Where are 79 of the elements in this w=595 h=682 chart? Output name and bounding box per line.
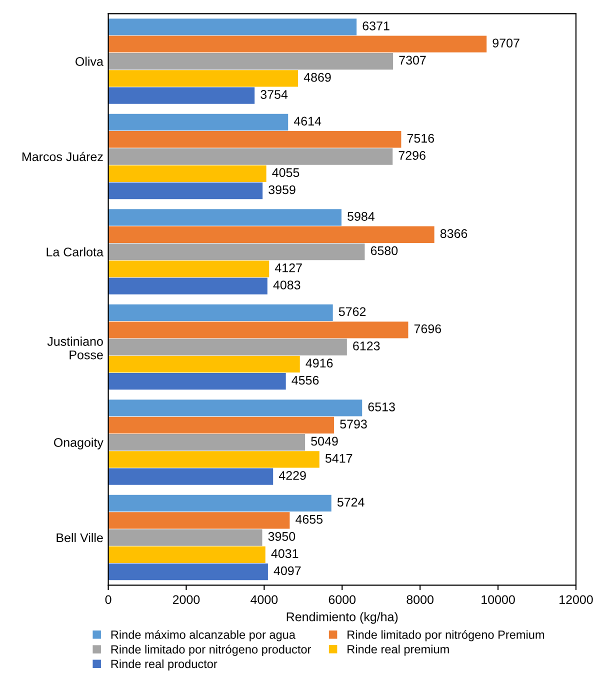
data-label: 7516 — [407, 134, 434, 143]
bar — [108, 52, 394, 70]
data-label: 4127 — [274, 263, 302, 272]
data-label: 4083 — [273, 280, 300, 290]
data-label: 4556 — [292, 376, 319, 385]
data-label: 9707 — [492, 38, 520, 48]
bar — [108, 338, 347, 356]
data-label: 5762 — [338, 307, 366, 316]
y-tick-label: Onagoity — [54, 438, 104, 450]
x-axis-title: Rendimiento (kg/ha) — [286, 612, 398, 624]
bar — [108, 114, 288, 131]
data-label: 6580 — [370, 246, 398, 256]
x-tick-label: 8000 — [406, 595, 434, 604]
data-label: 4869 — [304, 72, 331, 82]
bar — [108, 434, 306, 451]
y-tick-label: Marcos Juárez — [22, 152, 103, 162]
data-label: 6371 — [362, 21, 390, 30]
x-tick-label: 10000 — [482, 595, 515, 604]
bar — [108, 243, 365, 260]
x-tick-label: 2000 — [172, 595, 200, 604]
x-tick-label: 6000 — [328, 595, 356, 604]
bar — [108, 278, 268, 294]
bar — [108, 226, 434, 243]
data-label: 5793 — [340, 420, 367, 428]
data-label: 4916 — [306, 358, 333, 368]
bar — [108, 451, 320, 468]
bar — [108, 148, 393, 165]
legend-label: Rinde real productor — [111, 659, 218, 670]
bar — [108, 18, 357, 36]
bar — [108, 529, 262, 546]
data-label: 6513 — [368, 402, 395, 412]
data-label: 4229 — [278, 471, 306, 480]
data-label: 5724 — [337, 498, 364, 507]
bar — [108, 182, 263, 200]
data-label: 4097 — [274, 566, 301, 576]
data-label: 7696 — [414, 324, 442, 334]
bar — [108, 260, 270, 278]
legend-label: Rinde real premium — [348, 644, 449, 656]
data-label: 5049 — [311, 436, 338, 446]
data-label: 3950 — [268, 532, 296, 541]
data-label: 6123 — [353, 342, 380, 350]
bar — [108, 131, 402, 148]
legend-label: Rinde máximo alcanzable por agua — [111, 630, 296, 642]
data-label: 5984 — [348, 212, 374, 221]
bar — [108, 165, 266, 182]
data-label: 3959 — [268, 185, 296, 194]
x-tick-label: 0 — [105, 595, 112, 604]
x-tick-label: 12000 — [560, 595, 593, 604]
y-tick-label: Oliva — [76, 56, 104, 66]
data-label: 5417 — [325, 454, 352, 463]
data-label: 4614 — [294, 116, 322, 126]
data-label: 8366 — [440, 229, 468, 238]
data-label: 7307 — [399, 56, 426, 65]
bar — [108, 70, 298, 87]
data-label: 7296 — [398, 151, 426, 160]
bar — [108, 209, 342, 226]
y-tick-label: Justiniano Posse — [47, 336, 103, 360]
legend-label: Rinde limitado por nitrógeno Premium — [348, 630, 544, 642]
bar — [108, 564, 268, 580]
data-label: 4031 — [271, 549, 298, 558]
y-tick-label: Bell Ville — [56, 533, 103, 542]
x-tick-label: 4000 — [250, 595, 278, 604]
bar — [108, 416, 334, 434]
data-label: 3754 — [260, 90, 288, 99]
bar — [108, 373, 286, 390]
bar — [108, 36, 487, 52]
bar — [108, 546, 266, 563]
bar — [108, 400, 362, 416]
data-label: 4055 — [272, 168, 300, 178]
bar — [108, 322, 408, 338]
bar — [108, 494, 332, 512]
bar — [108, 468, 274, 485]
bar — [108, 87, 255, 104]
y-tick-label: La Carlota — [46, 247, 104, 256]
bar — [108, 512, 290, 529]
legend-label: Rinde limitado por nitrógeno productor — [111, 644, 312, 656]
bar — [108, 356, 300, 372]
data-label: 4655 — [296, 514, 323, 524]
bar — [108, 304, 333, 322]
